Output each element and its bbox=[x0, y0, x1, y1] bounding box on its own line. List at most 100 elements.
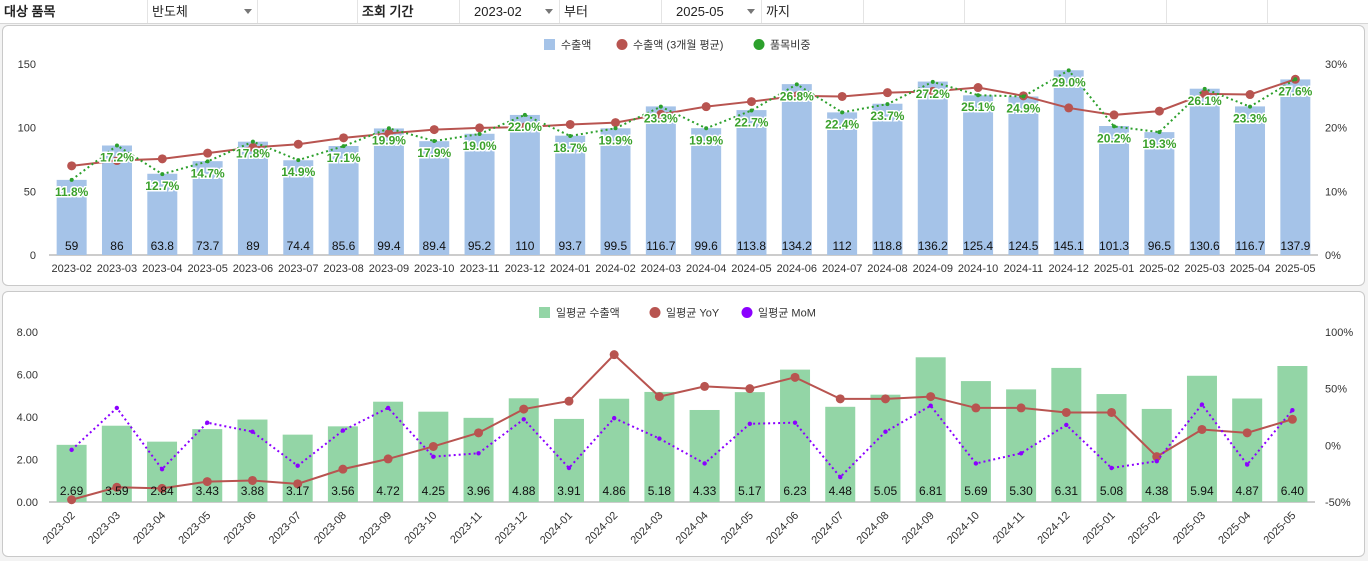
data-point bbox=[428, 441, 438, 451]
data-point bbox=[973, 461, 979, 466]
bar bbox=[373, 128, 404, 255]
bar-value-label: 130.6 bbox=[1190, 239, 1220, 253]
data-point bbox=[385, 405, 391, 411]
legend-swatch-0 bbox=[539, 307, 550, 318]
legend-label-0: 수출액 bbox=[561, 39, 591, 52]
bar bbox=[644, 391, 675, 502]
share-value-label: 17.8% bbox=[236, 147, 270, 161]
bar bbox=[915, 357, 946, 502]
bar-value-label: 99.6 bbox=[694, 239, 718, 253]
x-tick-label: 2025-03 bbox=[1185, 263, 1225, 275]
filter-spacer bbox=[864, 0, 965, 23]
data-point bbox=[1152, 452, 1162, 462]
x-tick-label: 2024-05 bbox=[731, 263, 771, 275]
bar-value-label: 4.72 bbox=[376, 484, 400, 498]
share-value-labels: 11.8% 17.2% 12.7% 14.7% 17.8% 14.9% 17.1% 19.9%… bbox=[53, 74, 1314, 201]
data-point bbox=[1287, 414, 1297, 424]
bar-value-label: 5.30 bbox=[1009, 484, 1033, 498]
series-line bbox=[70, 402, 1294, 479]
data-point bbox=[1290, 408, 1295, 413]
share-value-label: 23.7% bbox=[870, 109, 904, 123]
bar bbox=[1235, 106, 1266, 255]
bar-value-label: 3.56 bbox=[331, 484, 355, 498]
data-point bbox=[1293, 77, 1298, 82]
bar-value-labels: 2.69 3.59 2.84 3.43 3.88 3.17 3.56 4.72 4.25 3.96… bbox=[60, 484, 1304, 498]
share-value-label: 27.2% bbox=[916, 87, 950, 101]
data-point bbox=[794, 82, 799, 87]
data-point bbox=[749, 108, 754, 113]
data-point bbox=[475, 123, 485, 133]
data-point bbox=[384, 128, 394, 138]
share-value-label: 19.9% bbox=[599, 133, 633, 147]
data-point bbox=[790, 372, 800, 382]
data-point bbox=[928, 86, 938, 96]
data-point bbox=[1242, 428, 1252, 438]
export-amount-chart: 수출액 수출액 (3개월 평균) 품목비중 0 50 100 150 0% 10% 20% 30% 5… bbox=[18, 39, 1348, 276]
bar bbox=[283, 160, 314, 255]
bar-value-label: 110 bbox=[515, 239, 534, 253]
item-select[interactable]: 반도체 bbox=[148, 0, 258, 23]
data-point bbox=[250, 429, 255, 434]
share-value-label: 12.7% bbox=[145, 179, 179, 193]
data-point bbox=[609, 350, 619, 360]
x-tick-label: 2025-02 bbox=[1126, 510, 1163, 547]
data-point bbox=[657, 436, 662, 441]
x-tick-label: 2023-06 bbox=[233, 263, 273, 275]
x-tick-label: 2025-05 bbox=[1275, 263, 1315, 275]
x-tick-label: 2024-11 bbox=[991, 510, 1027, 546]
y2-tick-label: 50% bbox=[1325, 384, 1347, 396]
bar bbox=[963, 95, 994, 255]
bar bbox=[645, 106, 676, 255]
data-point bbox=[69, 177, 74, 182]
bar bbox=[373, 401, 404, 502]
bar bbox=[237, 141, 268, 255]
bar-value-label: 73.7 bbox=[196, 239, 220, 253]
data-point bbox=[971, 403, 981, 413]
share-value-label: 29.0% bbox=[1052, 75, 1086, 89]
data-point bbox=[205, 159, 210, 164]
start-period-select[interactable]: 2023-02 bbox=[460, 0, 560, 23]
export-chart-panel: 수출액 수출액 (3개월 평균) 품목비중 0 50 100 150 0% 10% 20% 30% 5… bbox=[2, 25, 1365, 286]
data-point bbox=[1197, 424, 1207, 434]
data-point bbox=[296, 158, 301, 163]
x-tick-label: 2023-03 bbox=[97, 263, 137, 275]
x-tick-label: 2024-09 bbox=[913, 263, 953, 275]
end-period-select[interactable]: 2025-05 bbox=[662, 0, 762, 23]
bar-value-label: 4.48 bbox=[829, 484, 853, 498]
x-tick-label: 2024-04 bbox=[674, 510, 711, 547]
item-select-value: 반도체 bbox=[152, 4, 188, 19]
x-tick-label: 2024-07 bbox=[822, 263, 862, 275]
chevron-down-icon bbox=[545, 9, 553, 14]
bar-value-label: 95.2 bbox=[468, 239, 492, 253]
data-point bbox=[157, 154, 167, 164]
x-tick-label: 2023-04 bbox=[142, 263, 182, 275]
x-tick-label: 2023-03 bbox=[86, 510, 123, 547]
x-tick-label: 2024-09 bbox=[900, 510, 937, 547]
x-tick-label: 2024-02 bbox=[583, 510, 620, 547]
data-point bbox=[926, 392, 936, 402]
x-tick-label: 2023-09 bbox=[357, 510, 394, 547]
share-value-label: 18.7% bbox=[553, 141, 587, 155]
x-tick-label: 2023-05 bbox=[187, 263, 227, 275]
legend-swatch-2 bbox=[753, 39, 765, 50]
data-point bbox=[1066, 68, 1071, 73]
item-label: 대상 품목 bbox=[0, 0, 148, 23]
filter-spacer bbox=[1268, 0, 1368, 23]
x-tick-label: 2024-10 bbox=[945, 510, 982, 547]
share-value-label: 27.6% bbox=[1278, 84, 1312, 98]
data-point bbox=[702, 461, 707, 466]
data-point bbox=[477, 132, 482, 137]
data-point bbox=[1244, 462, 1250, 467]
bar-value-label: 145.1 bbox=[1054, 239, 1084, 253]
share-value-label: 19.9% bbox=[372, 133, 406, 147]
data-point bbox=[114, 143, 119, 148]
data-point bbox=[247, 475, 257, 485]
bar-value-label: 4.87 bbox=[1235, 484, 1259, 498]
bar bbox=[917, 81, 948, 256]
series-line bbox=[71, 78, 1296, 167]
data-point bbox=[160, 172, 165, 177]
data-point bbox=[159, 466, 165, 472]
legend-swatch-1 bbox=[616, 39, 628, 50]
x-tick-label: 2025-02 bbox=[1139, 263, 1179, 275]
data-point bbox=[521, 417, 526, 422]
